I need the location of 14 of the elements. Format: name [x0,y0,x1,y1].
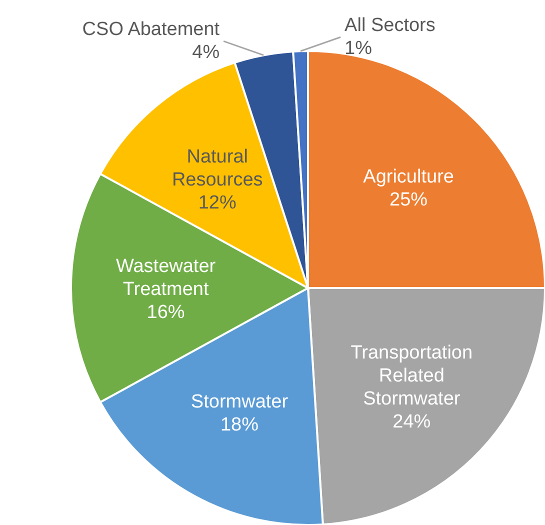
data-label: 24% [392,411,431,432]
slice-label: Agriculture [363,166,454,188]
data-label: 18% [220,414,259,436]
slice-label: Transportation Related Stormwater [350,342,473,410]
data-label: 4% [192,42,220,64]
data-label: 16% [146,302,185,323]
slice-label: Stormwater [190,392,289,413]
slice-label: All Sectors [344,15,436,36]
data-label: 1% [344,38,372,60]
slice-label: Natural Resources [172,146,263,190]
slice-label: CSO Abatement [82,19,220,40]
slice-label: Wastewater Treatment [116,256,216,300]
data-label: 12% [198,192,236,214]
data-label: 25% [390,189,428,210]
